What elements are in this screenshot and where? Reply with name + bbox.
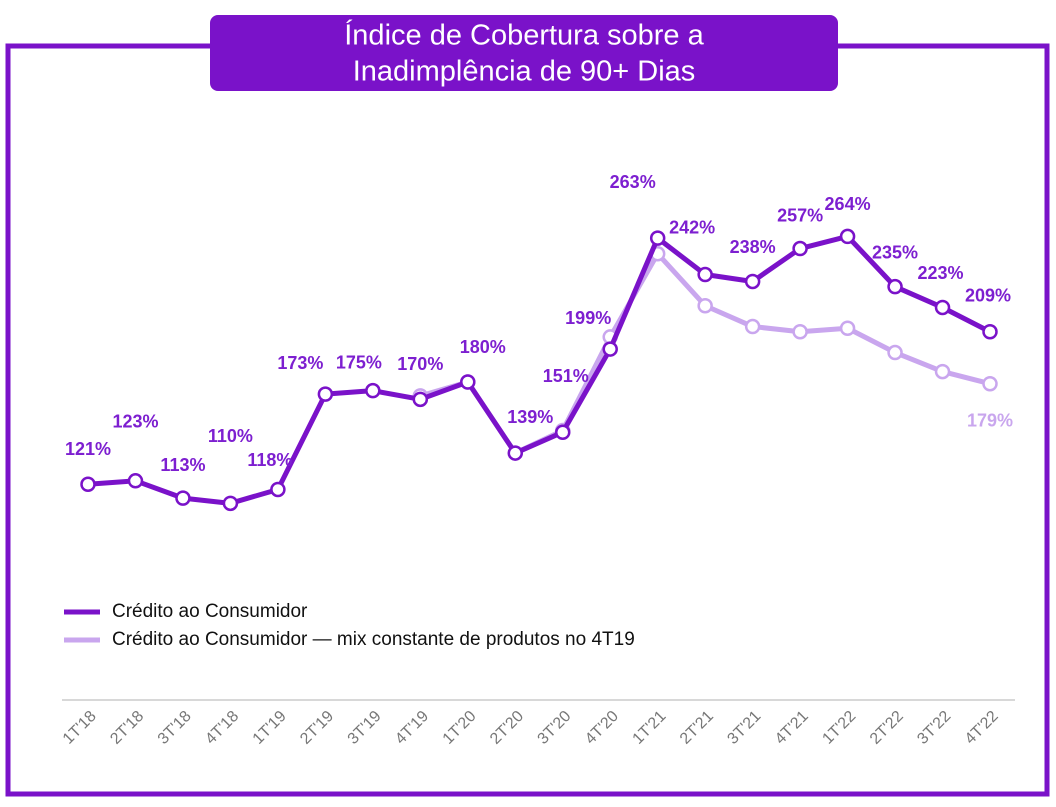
x-tick-label: 1T'20	[440, 708, 480, 748]
point	[127, 473, 144, 489]
data-label: 121%	[65, 439, 111, 459]
data-label: 223%	[918, 263, 964, 283]
point	[792, 240, 808, 257]
data-label: 113%	[160, 455, 205, 475]
data-label: 179%	[967, 410, 1013, 430]
x-tick-label: 4T'20	[582, 708, 622, 748]
point	[982, 323, 998, 340]
x-tick-label: 4T'19	[392, 708, 432, 748]
data-label: 139%	[507, 407, 553, 427]
point	[744, 273, 761, 290]
data-label: 110%	[208, 426, 253, 446]
data-label: 238%	[730, 237, 776, 257]
x-tick-label: 1T'19	[250, 708, 290, 748]
point	[934, 363, 951, 380]
x-tick-label: 1T'22	[819, 708, 859, 748]
point	[887, 278, 903, 295]
point	[697, 297, 713, 314]
legend-label: Crédito ao Consumidor — mix constante de…	[112, 629, 635, 650]
point	[602, 341, 618, 357]
data-label: 151%	[543, 366, 589, 386]
chart-title: Inadimplência de 90+ Dias	[353, 56, 696, 88]
x-tick-label: 4T'18	[202, 708, 242, 748]
data-label: 263%	[610, 172, 656, 192]
point	[507, 445, 524, 461]
x-tick-label: 3T'20	[535, 708, 575, 748]
data-label: 118%	[247, 450, 292, 470]
point	[839, 228, 856, 245]
x-tick-label: 4T'22	[962, 708, 1002, 748]
point	[460, 374, 476, 390]
point	[697, 266, 713, 283]
x-tick-label: 1T'18	[60, 708, 100, 748]
data-label: 242%	[669, 217, 715, 237]
legend-label: Crédito ao Consumidor	[112, 601, 308, 622]
data-label: 209%	[965, 285, 1011, 305]
x-tick-label: 1T'21	[630, 708, 670, 748]
x-tick-label: 3T'21	[724, 708, 764, 748]
x-tick-label: 3T'18	[155, 708, 195, 748]
x-tick-label: 4T'21	[772, 708, 812, 748]
point	[317, 386, 334, 402]
x-tick-label: 2T'18	[107, 708, 147, 748]
point	[887, 344, 903, 361]
point	[365, 382, 381, 399]
x-tick-label: 2T'21	[677, 708, 717, 748]
x-tick-label: 2T'19	[297, 708, 337, 748]
data-label: 199%	[565, 308, 611, 328]
data-label: 257%	[777, 205, 823, 225]
data-label: 235%	[872, 242, 918, 262]
point	[744, 318, 761, 335]
data-label: 180%	[460, 337, 506, 357]
point	[839, 320, 856, 337]
point	[982, 375, 998, 392]
point	[412, 391, 429, 408]
chart-title: Índice de Cobertura sobre a	[344, 19, 704, 52]
point	[934, 299, 951, 316]
title-box	[210, 15, 838, 91]
point	[80, 476, 96, 493]
data-label: 170%	[397, 354, 443, 374]
x-tick-label: 3T'19	[345, 708, 385, 748]
point	[175, 490, 191, 506]
data-label: 173%	[277, 353, 323, 373]
point	[270, 481, 286, 498]
x-tick-label: 3T'22	[914, 708, 954, 748]
point	[554, 424, 571, 441]
x-tick-label: 2T'20	[487, 708, 527, 748]
x-tick-label: 2T'22	[867, 708, 907, 748]
point	[222, 495, 239, 512]
series-line	[87, 233, 992, 506]
data-label: 175%	[336, 352, 382, 372]
point	[649, 230, 666, 246]
data-label: 123%	[112, 412, 158, 432]
point	[792, 323, 808, 340]
data-label: 264%	[825, 194, 871, 214]
